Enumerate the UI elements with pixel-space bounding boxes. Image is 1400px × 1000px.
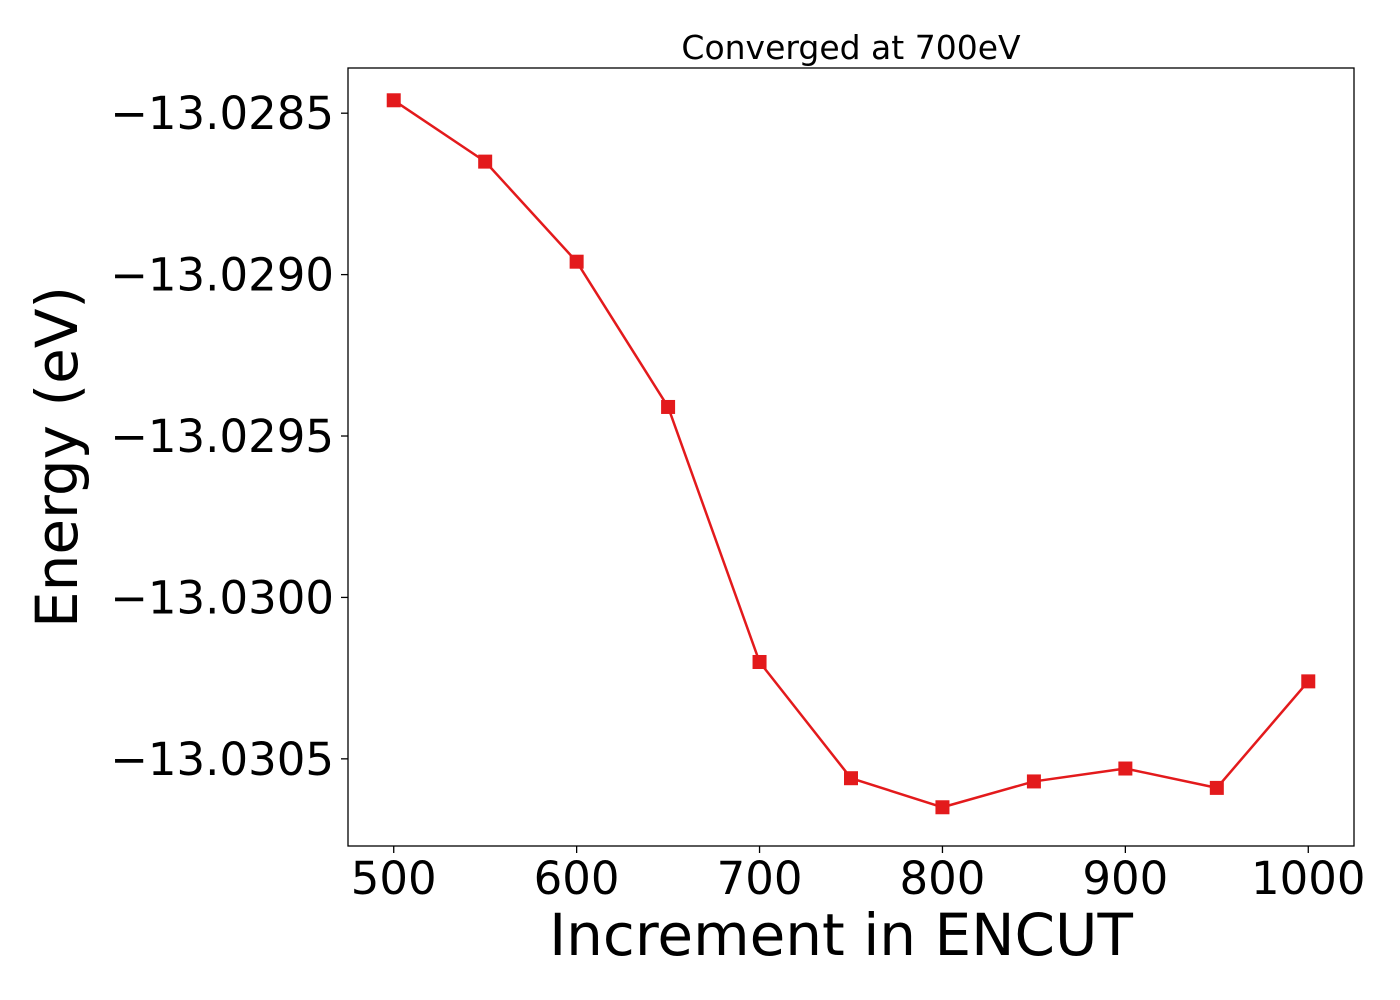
data-point-marker <box>478 154 493 169</box>
chart-title: Converged at 700eV <box>681 28 1021 67</box>
data-point-marker <box>386 93 401 108</box>
x-tick-label: 600 <box>534 852 620 905</box>
data-point-marker <box>935 800 950 815</box>
x-axis-ticks: 500 600 700 800 900 1000 <box>351 846 1366 905</box>
data-point-marker <box>661 399 676 414</box>
y-axis-ticks: −13.0285 −13.0290 −13.0295 −13.0300 −13.0305 <box>110 87 348 786</box>
x-tick-label: 700 <box>717 852 803 905</box>
x-tick-label: 1000 <box>1251 852 1366 905</box>
x-axis-title: Increment in ENCUT <box>549 901 1133 969</box>
series-line <box>393 99 1310 809</box>
x-tick-label: 800 <box>900 852 986 905</box>
data-point-marker <box>1301 674 1316 689</box>
data-point-marker <box>1209 780 1224 795</box>
x-tick-label: 900 <box>1082 852 1168 905</box>
data-point-marker <box>1026 774 1041 789</box>
data-point-marker <box>752 654 767 669</box>
y-tick-label: −13.0300 <box>110 571 334 624</box>
y-tick-label: −13.0295 <box>110 410 334 463</box>
x-tick-label: 500 <box>351 852 437 905</box>
y-tick-label: −13.0290 <box>110 249 334 302</box>
y-axis-title: Energy (eV) <box>23 286 91 628</box>
y-tick-label: −13.0305 <box>110 733 334 786</box>
y-tick-label: −13.0285 <box>110 87 334 140</box>
data-point-marker <box>569 254 584 269</box>
data-point-marker <box>844 771 858 786</box>
data-point-marker <box>1118 761 1133 776</box>
series-layer <box>386 93 1316 815</box>
plot-area <box>347 67 1355 847</box>
